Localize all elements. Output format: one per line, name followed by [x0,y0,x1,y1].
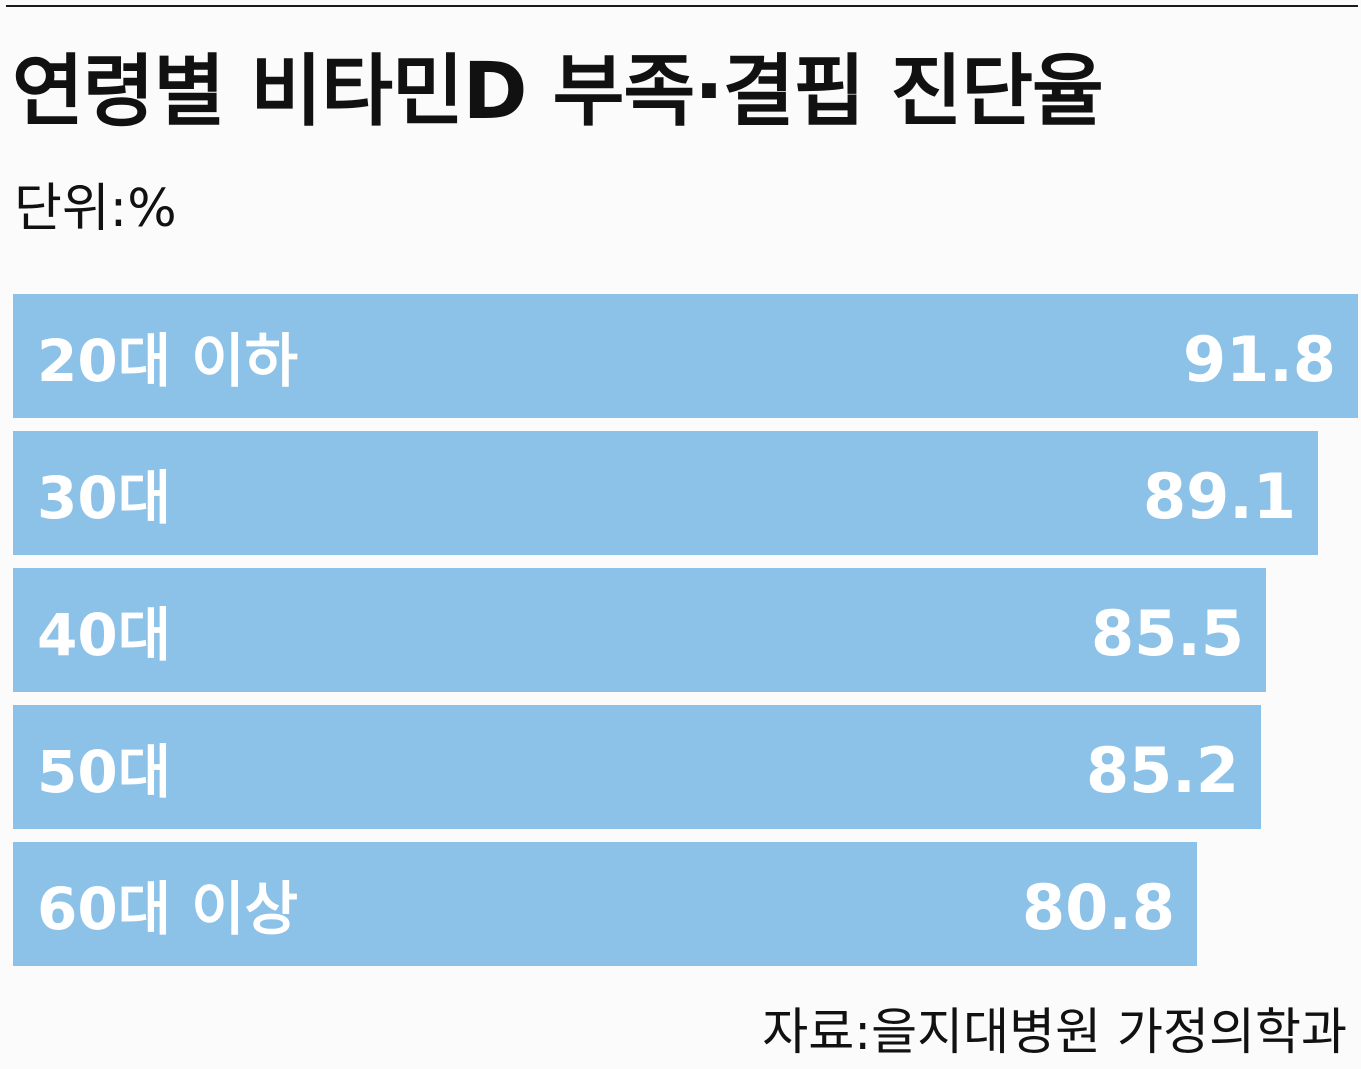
bar: 60대 이상 80.8 [13,842,1197,966]
bar: 30대 89.1 [13,431,1318,555]
value-label: 89.1 [1143,460,1296,534]
category-label: 60대 이상 [37,875,298,943]
category-label: 20대 이하 [37,327,298,395]
category-label: 40대 [37,601,172,669]
category-label: 30대 [37,464,172,532]
bar: 50대 85.2 [13,705,1261,829]
source-note: 자료:을지대병원 가정의학과 [762,1003,1347,1061]
value-label: 85.5 [1091,597,1244,671]
chart-title: 연령별 비타민D 부족·결핍 진단율 [12,47,1104,137]
top-rule [6,5,1358,7]
value-label: 91.8 [1183,323,1336,397]
bar: 20대 이하 91.8 [13,294,1358,418]
value-label: 80.8 [1022,871,1175,945]
bar: 40대 85.5 [13,568,1266,692]
value-label: 85.2 [1086,734,1239,808]
category-label: 50대 [37,738,172,806]
unit-label: 단위:% [14,179,177,239]
